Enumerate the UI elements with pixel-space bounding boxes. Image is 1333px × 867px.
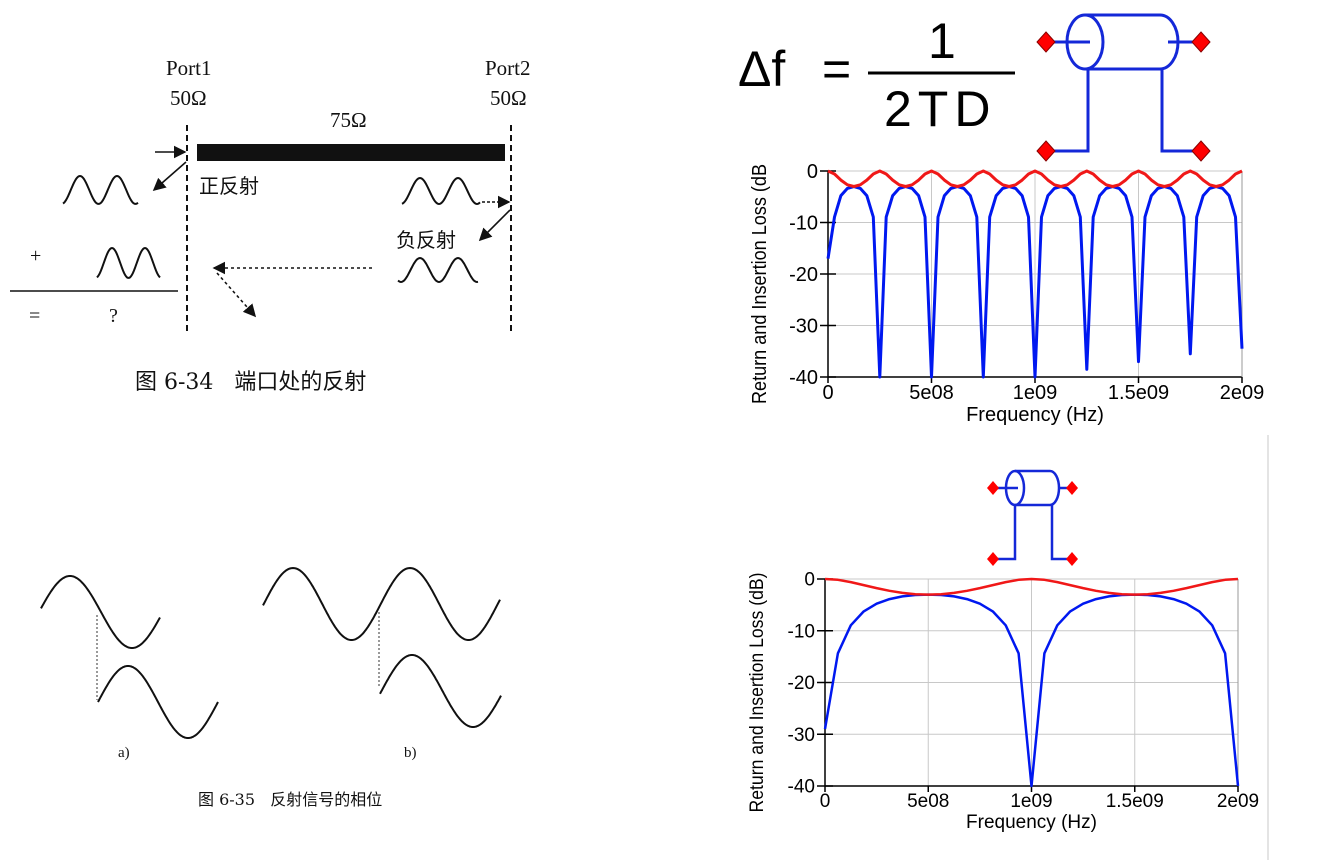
port-marker-icon — [987, 481, 999, 495]
transmission-line-symbol-large — [1048, 13, 1200, 153]
x-axis-label: Frequency (Hz) — [966, 404, 1104, 426]
insertion-loss-series — [827, 169, 1243, 188]
x-tick-label: 1.5e09 — [1108, 382, 1169, 404]
y-axis-label: Return and Insertion Loss (dB — [749, 164, 771, 404]
transmission-line-symbol-small — [995, 469, 1070, 561]
port-marker-icon — [1191, 31, 1211, 53]
label-b: b) — [404, 745, 417, 761]
formula-numerator: 1 — [928, 13, 956, 69]
line-impedance: 75Ω — [330, 108, 367, 132]
figure-6-34-reflection-at-ports — [10, 125, 512, 335]
chart-loss-vs-frequency-2-periods: 0 5e08 1e09 1.5e09 2e09 0 -10 -20 -30 -40 Frequenc… — [747, 570, 1259, 833]
port-marker-icon — [1191, 140, 1211, 162]
x-tick-label: 2e09 — [1217, 791, 1259, 812]
figure-6-34-caption: 图 6-34 端口处的反射 — [135, 370, 367, 395]
y-tick-label: -20 — [788, 673, 815, 694]
insertion-loss-series — [824, 577, 1239, 596]
wave-b-reflected — [379, 654, 502, 728]
port-markers-small — [987, 481, 1078, 566]
x-tick-label: 5e08 — [907, 791, 949, 812]
label-a: a) — [118, 745, 130, 761]
figure-6-35-caption: 图 6-35 反射信号的相位 — [198, 790, 383, 809]
port-marker-icon — [1036, 31, 1056, 53]
port-marker-icon — [1066, 552, 1078, 566]
positive-reflection-label: 正反射 — [199, 174, 259, 198]
plus-sign: + — [30, 245, 42, 267]
x-tick-label: 0 — [820, 791, 831, 812]
port2-impedance: 50Ω — [490, 86, 527, 110]
return-loss-series — [826, 185, 1244, 379]
positive-reflection-arrow — [152, 161, 187, 192]
wave-a-incident — [40, 575, 161, 649]
transmission-line-75ohm — [197, 144, 505, 161]
wave-a-reflected — [97, 665, 219, 739]
negative-reflection-arrow — [478, 209, 511, 242]
reflected-wave-port1 — [62, 174, 139, 205]
figure-6-35-reflection-phase — [40, 566, 502, 739]
chart-loss-vs-frequency-8-periods: 0 5e08 1e09 1.5e09 2e09 0 -10 -20 -30 -40 Frequenc… — [749, 161, 1264, 426]
added-wave — [96, 246, 161, 279]
x-tick-label: 1e09 — [1010, 791, 1052, 812]
x-tick-label: 2e09 — [1220, 382, 1265, 404]
wave-b-incident — [262, 566, 501, 641]
x-tick-label: 0 — [822, 382, 833, 404]
port2-label: Port2 — [485, 56, 531, 80]
y-tick-label: -30 — [789, 316, 818, 338]
question-mark: ? — [109, 305, 118, 327]
x-tick-label: 5e08 — [909, 382, 954, 404]
x-tick-label: 1.5e09 — [1106, 791, 1164, 812]
x-axis-label: Frequency (Hz) — [966, 812, 1097, 833]
port-marker-icon — [1066, 481, 1078, 495]
transmitted-wave-arrow — [216, 272, 257, 318]
negative-reflection-label: 负反射 — [396, 228, 456, 252]
equals-sign: = — [29, 305, 41, 327]
y-tick-label: -10 — [788, 621, 815, 642]
port1-label: Port1 — [166, 56, 212, 80]
y-tick-label: -40 — [789, 367, 818, 389]
formula-equals: = — [822, 41, 852, 97]
port-markers-large — [1036, 31, 1211, 162]
y-tick-label: -30 — [788, 725, 815, 746]
y-tick-label: -20 — [789, 264, 818, 286]
negative-reflected-wave — [397, 256, 479, 284]
incident-wave-port2 — [401, 176, 481, 206]
y-axis-label: Return and Insertion Loss (dB) — [747, 573, 768, 813]
y-tick-label: 0 — [807, 161, 818, 183]
port-marker-icon — [1036, 140, 1056, 162]
y-tick-label: -10 — [789, 213, 818, 235]
port1-impedance: 50Ω — [170, 86, 207, 110]
formula-lhs: Δf — [738, 41, 786, 97]
y-tick-label: -40 — [788, 777, 815, 798]
y-tick-label: 0 — [804, 570, 815, 591]
formula-denominator: 2TD — [884, 81, 997, 137]
x-tick-label: 1e09 — [1013, 382, 1058, 404]
return-loss-series — [823, 593, 1240, 788]
port-marker-icon — [987, 552, 999, 566]
